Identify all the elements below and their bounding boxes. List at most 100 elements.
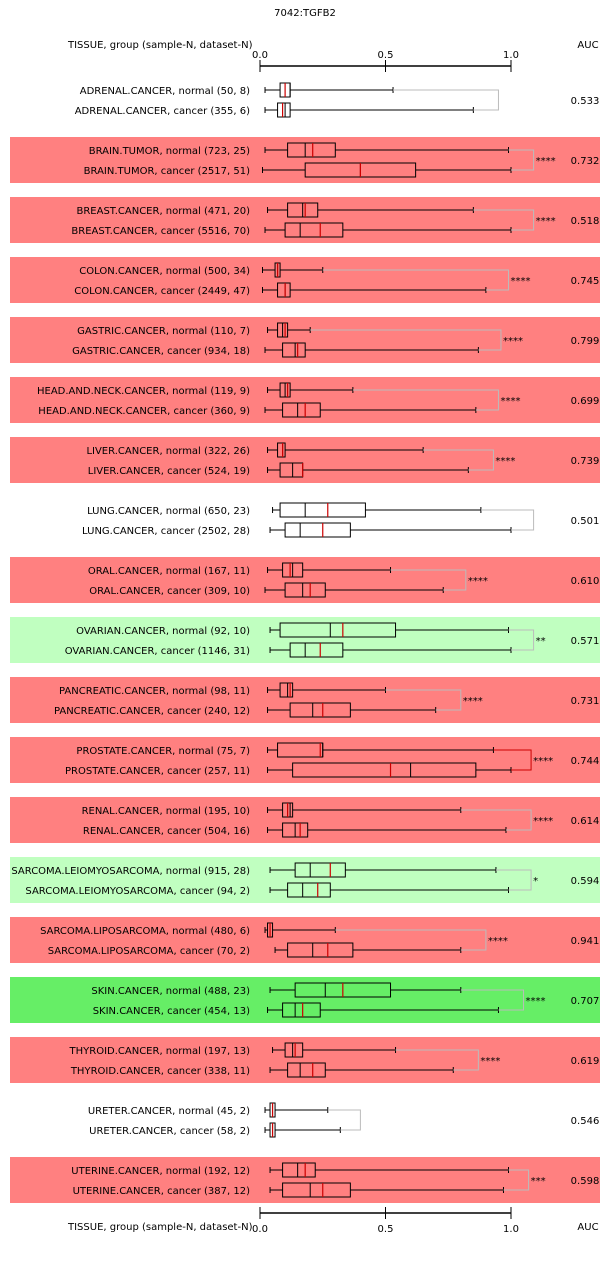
group-background: [10, 797, 600, 843]
cancer-label: BRAIN.TUMOR, cancer (2517, 51): [84, 166, 250, 177]
tissue-group-colon-cancer: COLON.CANCER, normal (500, 34) COLON.CANC…: [10, 257, 600, 303]
significance-stars: ****: [500, 396, 520, 407]
auc-value: 0.732: [571, 156, 600, 167]
cancer-box: [287, 882, 331, 898]
auc-value: 0.533: [571, 96, 600, 107]
tissue-group-lung-cancer: LUNG.CANCER, normal (650, 23) LUNG.CANCER…: [82, 502, 600, 538]
auc-value: 0.614: [571, 816, 600, 827]
auc-value: 0.571: [571, 636, 600, 647]
tissue-group-sarcoma-leiomyosarcoma: SARCOMA.LEIOMYOSARCOMA, normal (915, 28)…: [10, 857, 600, 903]
significance-stars: *: [533, 876, 538, 887]
footer-left-label: TISSUE, group (sample-N, dataset-N): [67, 1222, 253, 1233]
normal-box: [287, 142, 336, 158]
tissue-group-breast-cancer: BREAST.CANCER, normal (471, 20) BREAST.CA…: [10, 197, 600, 243]
rows-group: ADRENAL.CANCER, normal (50, 8) ADRENAL.CA…: [10, 82, 600, 1203]
auc-value: 0.739: [571, 456, 600, 467]
comparison-bracket: [335, 929, 487, 951]
cancer-box: [282, 1182, 351, 1198]
auc-value: 0.745: [571, 276, 600, 287]
cancer-label: UTERINE.CANCER, cancer (387, 12): [73, 1186, 251, 1197]
group-background: [10, 677, 600, 723]
normal-label: LUNG.CANCER, normal (650, 23): [87, 506, 250, 517]
cancer-box: [292, 762, 477, 778]
normal-box: [279, 682, 294, 698]
auc-value: 0.799: [571, 336, 600, 347]
auc-value: 0.699: [571, 396, 600, 407]
group-background: [10, 917, 600, 963]
cancer-label: OVARIAN.CANCER, cancer (1146, 31): [65, 646, 250, 657]
header-left-label: TISSUE, group (sample-N, dataset-N): [67, 40, 253, 51]
significance-stars: ****: [468, 576, 488, 587]
cancer-label: HEAD.AND.NECK.CANCER, cancer (360, 9): [38, 406, 250, 417]
auc-value: 0.501: [571, 516, 600, 527]
tissue-group-prostate-cancer: PROSTATE.CANCER, normal (75, 7) PROSTATE.…: [10, 737, 600, 783]
group-background: [10, 1037, 600, 1083]
cancer-label: BREAST.CANCER, cancer (5516, 70): [71, 226, 250, 237]
x-tick-label-bottom: 0.0: [252, 1224, 268, 1235]
significance-stars: ****: [480, 1056, 500, 1067]
normal-box: [279, 502, 366, 518]
significance-stars: ****: [488, 936, 508, 947]
tissue-group-ovarian-cancer: OVARIAN.CANCER, normal (92, 10) OVARIAN.C…: [10, 617, 600, 663]
significance-stars: ****: [533, 816, 553, 827]
significance-stars: ****: [526, 996, 546, 1007]
comparison-bracket: [423, 449, 494, 471]
normal-label: RENAL.CANCER, normal (195, 10): [82, 806, 251, 817]
significance-stars: ****: [495, 456, 515, 467]
normal-label: OVARIAN.CANCER, normal (92, 10): [76, 626, 250, 637]
auc-value: 0.619: [571, 1056, 600, 1067]
auc-value: 0.744: [571, 756, 600, 767]
header-auc-label: AUC: [577, 40, 598, 51]
cancer-label: ADRENAL.CANCER, cancer (355, 6): [75, 106, 250, 117]
cancer-box: [289, 702, 351, 718]
normal-box: [284, 1042, 304, 1058]
chart-title: 7042:TGFB2: [274, 8, 336, 19]
significance-stars: ****: [503, 336, 523, 347]
cancer-box: [277, 102, 291, 118]
cancer-box: [284, 522, 351, 538]
significance-stars: ***: [531, 1176, 546, 1187]
normal-label: UTERINE.CANCER, normal (192, 12): [71, 1166, 250, 1177]
comparison-bracket: [393, 89, 499, 111]
auc-value: 0.594: [571, 876, 600, 887]
x-tick-label-top: 0.5: [378, 50, 394, 61]
cancer-box: [284, 582, 326, 598]
comparison-bracket: [395, 1049, 479, 1071]
group-background: [10, 437, 600, 483]
tissue-group-liver-cancer: LIVER.CANCER, normal (322, 26) LIVER.CANC…: [10, 437, 600, 483]
x-tick-label-bottom: 0.5: [378, 1224, 394, 1235]
tissue-group-ureter-cancer: URETER.CANCER, normal (45, 2) URETER.CANC…: [88, 1102, 599, 1138]
comparison-bracket: [508, 629, 535, 651]
comparison-bracket: [508, 149, 535, 171]
cancer-box: [284, 222, 344, 238]
cancer-label: LUNG.CANCER, cancer (2502, 28): [82, 526, 250, 537]
group-background: [10, 557, 600, 603]
cancer-label: LIVER.CANCER, cancer (524, 19): [88, 466, 250, 477]
significance-stars: ****: [510, 276, 530, 287]
normal-label: ADRENAL.CANCER, normal (50, 8): [80, 86, 250, 97]
significance-stars: ****: [536, 156, 556, 167]
auc-value: 0.610: [571, 576, 600, 587]
auc-value: 0.518: [571, 216, 600, 227]
cancer-label: SKIN.CANCER, cancer (454, 13): [93, 1006, 250, 1017]
axes-group: 0.0 0.5 1.0 0.0 0.5 1.0: [252, 50, 519, 1235]
cancer-box: [277, 282, 291, 298]
normal-label: URETER.CANCER, normal (45, 2): [88, 1106, 250, 1117]
cancer-label: GASTRIC.CANCER, cancer (934, 18): [72, 346, 250, 357]
normal-box: [294, 862, 346, 878]
tissue-group-brain-tumor: BRAIN.TUMOR, normal (723, 25) BRAIN.TUMOR…: [10, 137, 600, 183]
normal-label: COLON.CANCER, normal (500, 34): [79, 266, 250, 277]
normal-label: LIVER.CANCER, normal (322, 26): [86, 446, 250, 457]
cancer-label: URETER.CANCER, cancer (58, 2): [89, 1126, 250, 1137]
normal-label: SARCOMA.LIPOSARCOMA, normal (480, 6): [40, 926, 250, 937]
auc-value: 0.731: [571, 696, 600, 707]
comparison-bracket: [460, 989, 525, 1011]
cancer-label: COLON.CANCER, cancer (2449, 47): [74, 286, 250, 297]
tissue-group-uterine-cancer: UTERINE.CANCER, normal (192, 12) UTERINE.…: [10, 1157, 600, 1203]
comparison-bracket: [390, 569, 467, 591]
footer-auc-label: AUC: [577, 1222, 598, 1233]
comparison-bracket: [473, 209, 535, 231]
tissue-group-adrenal-cancer: ADRENAL.CANCER, normal (50, 8) ADRENAL.CA…: [75, 82, 600, 118]
cancer-box: [289, 642, 344, 658]
